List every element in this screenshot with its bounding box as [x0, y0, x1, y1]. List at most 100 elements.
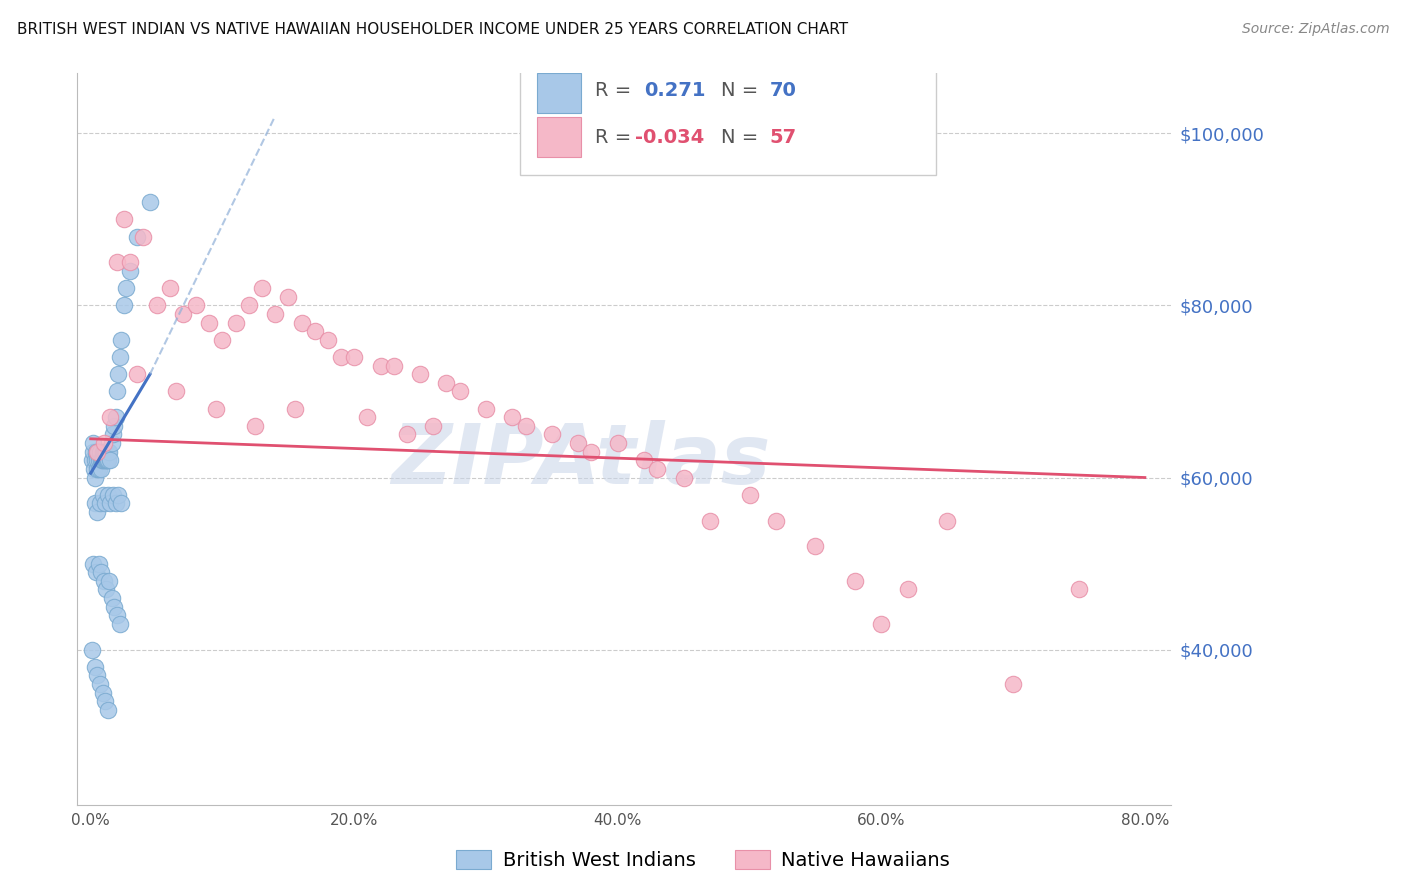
Point	[82, 444, 104, 458]
Point	[84, 453, 107, 467]
Point	[100, 410, 122, 425]
Point	[436, 376, 458, 390]
Point	[91, 488, 114, 502]
Point	[277, 290, 299, 304]
Point	[475, 401, 498, 416]
Point	[105, 255, 128, 269]
Point	[422, 418, 444, 433]
Point	[844, 574, 866, 588]
Point	[110, 496, 132, 510]
Point	[290, 316, 312, 330]
Point	[633, 453, 655, 467]
Point	[80, 453, 103, 467]
Point	[90, 462, 112, 476]
Point	[89, 444, 111, 458]
Point	[96, 582, 118, 597]
Point	[132, 229, 155, 244]
Point	[86, 505, 108, 519]
Point	[90, 565, 112, 579]
Point	[112, 212, 135, 227]
Point	[409, 368, 432, 382]
Point	[936, 514, 959, 528]
Point	[87, 444, 110, 458]
Point	[98, 444, 121, 458]
Point	[647, 462, 669, 476]
Point	[250, 281, 273, 295]
Point	[89, 677, 111, 691]
Text: R =: R =	[595, 81, 637, 100]
Text: -0.034: -0.034	[636, 128, 704, 147]
Point	[211, 333, 233, 347]
Point	[120, 255, 142, 269]
Point	[96, 453, 118, 467]
Point	[699, 514, 721, 528]
Point	[105, 384, 128, 399]
Point	[115, 281, 138, 295]
Point	[515, 418, 537, 433]
Point	[100, 453, 122, 467]
Point	[897, 582, 920, 597]
Point	[145, 298, 167, 312]
Point	[159, 281, 181, 295]
Point	[165, 384, 187, 399]
Point	[83, 470, 105, 484]
Point	[104, 496, 127, 510]
Point	[205, 401, 228, 416]
Point	[83, 462, 105, 476]
Point	[103, 599, 125, 614]
FancyBboxPatch shape	[537, 117, 581, 157]
Point	[449, 384, 471, 399]
Point	[198, 316, 221, 330]
FancyBboxPatch shape	[520, 70, 936, 176]
Point	[105, 608, 128, 623]
Text: BRITISH WEST INDIAN VS NATIVE HAWAIIAN HOUSEHOLDER INCOME UNDER 25 YEARS CORRELA: BRITISH WEST INDIAN VS NATIVE HAWAIIAN H…	[17, 22, 848, 37]
Point	[606, 436, 628, 450]
Point	[94, 694, 117, 708]
Text: 0.271: 0.271	[644, 81, 706, 100]
Point	[101, 488, 124, 502]
Point	[581, 444, 603, 458]
Point	[264, 307, 287, 321]
Point	[100, 436, 122, 450]
Point	[97, 488, 120, 502]
Point	[80, 642, 103, 657]
Point	[304, 324, 326, 338]
Point	[97, 444, 120, 458]
Point	[83, 660, 105, 674]
Text: ZIPAtlas: ZIPAtlas	[391, 420, 770, 501]
Point	[98, 574, 121, 588]
Point	[172, 307, 194, 321]
Point	[93, 436, 115, 450]
Point	[245, 418, 267, 433]
Point	[82, 436, 104, 450]
Point	[672, 470, 695, 484]
Point	[94, 444, 117, 458]
Text: 57: 57	[770, 128, 797, 147]
Text: Source: ZipAtlas.com: Source: ZipAtlas.com	[1241, 22, 1389, 37]
Point	[370, 359, 392, 373]
Point	[567, 436, 589, 450]
Point	[100, 591, 122, 605]
Point	[139, 195, 162, 210]
Point	[87, 453, 110, 467]
Point	[84, 565, 107, 579]
Point	[86, 462, 108, 476]
Point	[83, 496, 105, 510]
Point	[316, 333, 339, 347]
Point	[108, 350, 131, 364]
Point	[93, 574, 115, 588]
Point	[84, 444, 107, 458]
Point	[125, 229, 148, 244]
Point	[110, 333, 132, 347]
Point	[184, 298, 207, 312]
Point	[87, 557, 110, 571]
Point	[97, 703, 120, 717]
Text: N =: N =	[721, 128, 763, 147]
Point	[86, 668, 108, 682]
Point	[107, 368, 129, 382]
Point	[112, 298, 135, 312]
Point	[97, 453, 120, 467]
Point	[284, 401, 307, 416]
Point	[1002, 677, 1025, 691]
Point	[89, 496, 111, 510]
